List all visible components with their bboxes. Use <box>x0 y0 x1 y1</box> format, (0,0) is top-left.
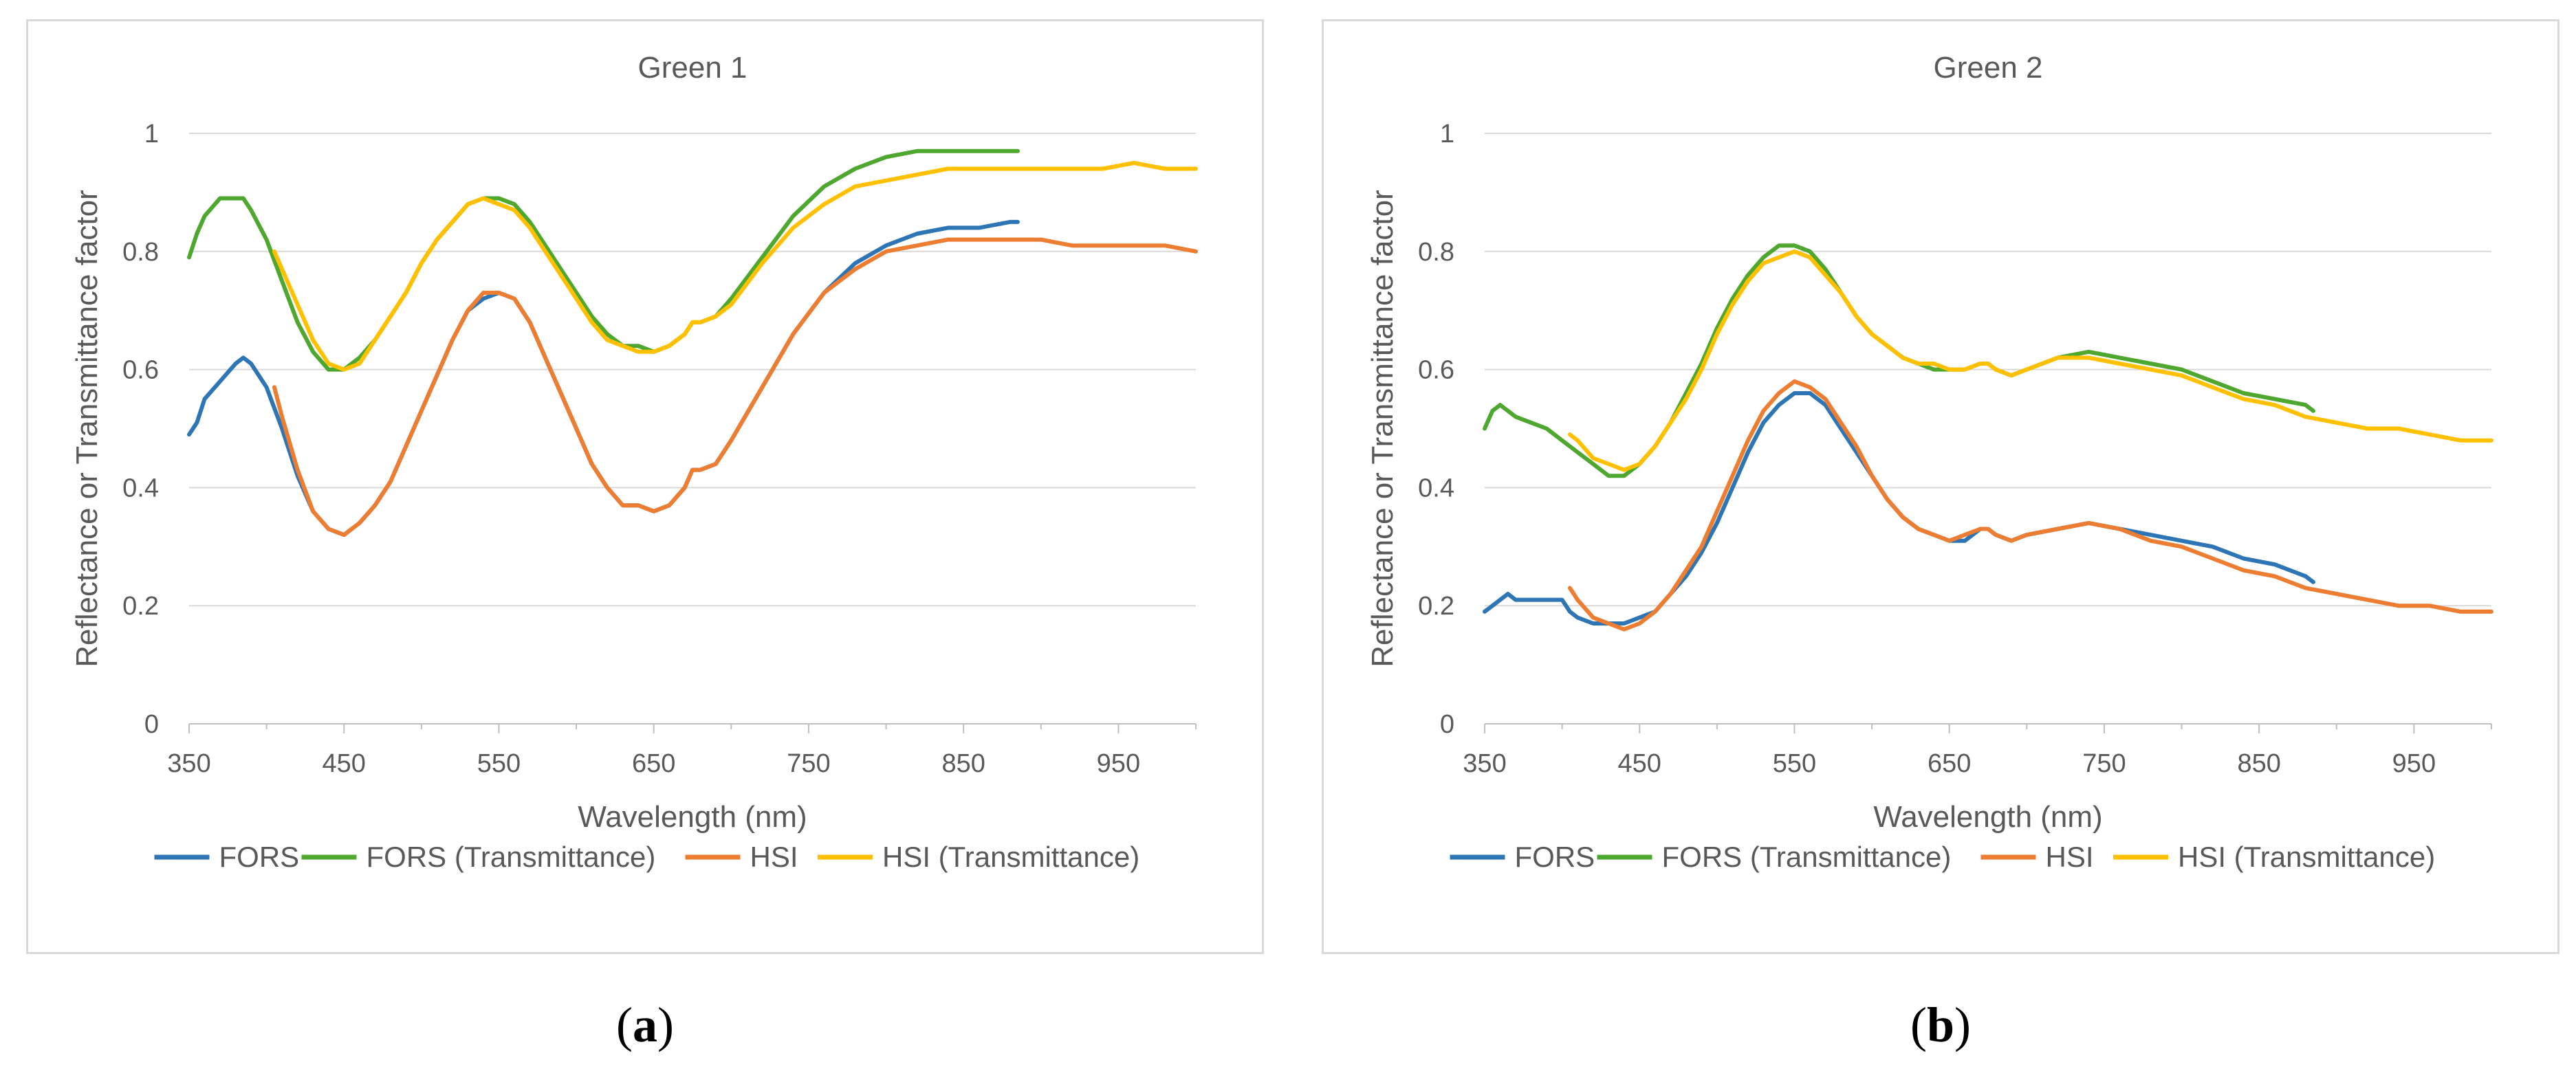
y-tick-label: 0.2 <box>1418 592 1454 621</box>
caption-b-letter: b <box>1926 997 1955 1052</box>
series-line-fors-transmittance <box>187 148 1020 372</box>
x-tick-label: 350 <box>167 749 210 778</box>
chart-title: Green 1 <box>638 51 747 85</box>
x-tick-label: 450 <box>1618 749 1661 778</box>
x-tick-label: 450 <box>323 749 366 778</box>
series-line-hsi <box>1567 379 2493 632</box>
legend-label: FORS <box>219 841 300 873</box>
x-tick-label: 350 <box>1463 749 1506 778</box>
x-tick-label: 750 <box>787 749 830 778</box>
caption-a-letter: a <box>633 997 657 1052</box>
series-line-fors-transmittance <box>1483 243 2315 478</box>
x-tick-label: 650 <box>1928 749 1971 778</box>
x-tick-label: 850 <box>2237 749 2280 778</box>
y-tick-label: 0.8 <box>1418 238 1454 267</box>
x-axis-label: Wavelength (nm) <box>578 800 807 834</box>
chart-a: Green 1 0 0.2 0.4 0.6 0.8 1 350 450 550 650 750 850 9… <box>70 51 1198 873</box>
legend-label: FORS (Transmittance) <box>1662 841 1952 873</box>
x-tick-label: 550 <box>477 749 521 778</box>
x-axis-label: Wavelength (nm) <box>1873 800 2102 834</box>
y-tick-label: 0.6 <box>1418 356 1454 385</box>
y-tick-label: 0 <box>144 710 159 739</box>
x-tick-label: 550 <box>1773 749 1816 778</box>
y-tick-label: 1 <box>1440 120 1454 148</box>
y-tick-label: 0.4 <box>1418 474 1454 502</box>
y-tick-label: 0.4 <box>122 474 159 502</box>
series-line-hsi-transmittance <box>1567 249 2493 472</box>
x-tick-label: 750 <box>2082 749 2126 778</box>
series-line-hsi-transmittance <box>272 161 1198 372</box>
y-tick-label: 0.8 <box>122 238 159 267</box>
x-tick-label: 650 <box>632 749 675 778</box>
legend-label: FORS <box>1515 841 1595 873</box>
legend-label: HSI <box>2046 841 2094 873</box>
series-line-hsi <box>272 237 1198 538</box>
chart-b: Green 2 0 0.2 0.4 0.6 0.8 1 350 450 550 650 750 850 9… <box>1366 51 2493 873</box>
chart-panel-b: Green 2 0 0.2 0.4 0.6 0.8 1 350 450 550 650 750 850 9… <box>1322 19 2559 954</box>
series-line-fors <box>1483 391 2315 626</box>
legend: FORS FORS (Transmittance) HSI HSI (Transmit… <box>1450 841 2435 873</box>
y-tick-label: 0.2 <box>122 592 159 621</box>
caption-a: (a) <box>616 997 674 1052</box>
x-tick-label: 950 <box>1097 749 1140 778</box>
legend-label: HSI (Transmittance) <box>2178 841 2435 873</box>
legend-label: FORS (Transmittance) <box>367 841 656 873</box>
caption-b: (b) <box>1910 997 1971 1052</box>
legend-label: HSI <box>750 841 798 873</box>
y-axis-label: Reflectance or Transmittance factor <box>1366 190 1399 667</box>
y-tick-label: 0 <box>1440 710 1454 739</box>
x-tick-label: 850 <box>941 749 985 778</box>
chart-panel-a: Green 1 0 0.2 0.4 0.6 0.8 1 350 450 550 650 750 850 9… <box>26 19 1264 954</box>
y-tick-label: 0.6 <box>122 356 159 385</box>
y-axis-label: Reflectance or Transmittance factor <box>70 190 104 667</box>
legend: FORS FORS (Transmittance) HSI HSI (Transmit… <box>154 841 1139 873</box>
chart-title: Green 2 <box>1934 51 2043 85</box>
legend-label: HSI (Transmittance) <box>882 841 1139 873</box>
x-tick-label: 950 <box>2392 749 2436 778</box>
y-tick-label: 1 <box>144 120 159 148</box>
